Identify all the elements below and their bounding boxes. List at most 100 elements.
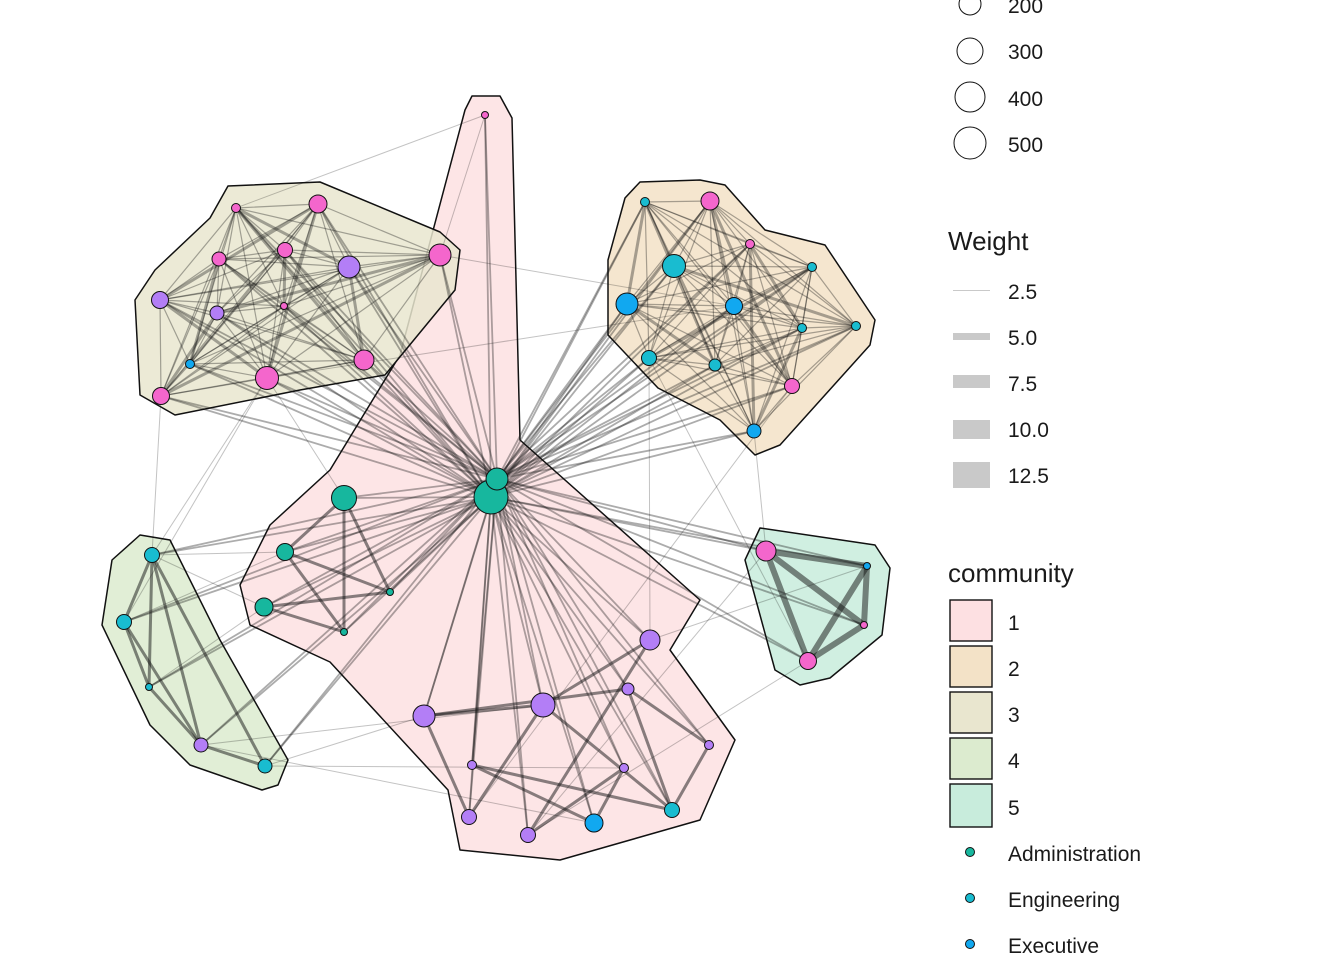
network-node-marketing xyxy=(621,682,635,696)
network-edge xyxy=(158,298,269,380)
network-edge xyxy=(748,242,756,433)
network-edge xyxy=(189,266,350,365)
network-edge xyxy=(151,377,268,556)
network-edge xyxy=(159,311,219,398)
network-edge xyxy=(160,305,285,397)
network-edge xyxy=(592,766,626,825)
network-edge xyxy=(216,312,498,480)
network-edge xyxy=(709,200,857,327)
network-edge xyxy=(189,312,218,365)
community-legend-key-2 xyxy=(949,645,993,688)
network-edge xyxy=(801,266,813,329)
network-edge xyxy=(284,249,365,361)
network-edge xyxy=(218,258,285,307)
network-edge xyxy=(626,303,857,327)
network-edge xyxy=(496,478,673,811)
network-edge xyxy=(218,258,492,498)
network-edge xyxy=(708,199,794,388)
network-edge xyxy=(673,200,711,267)
network-edge xyxy=(709,200,716,366)
network-edge xyxy=(160,266,350,397)
size-legend-label: 300 xyxy=(1008,41,1043,64)
network-edge xyxy=(283,550,346,634)
network-edge xyxy=(791,327,803,387)
network-edge xyxy=(263,496,492,608)
network-node-engineering xyxy=(116,614,132,630)
network-node-executive xyxy=(185,359,195,369)
network-edge xyxy=(673,243,751,267)
network-edge xyxy=(714,325,857,366)
community-legend-label: 4 xyxy=(1008,750,1020,773)
network-node-sales xyxy=(755,540,777,562)
community-legend-label: 1 xyxy=(1008,612,1020,635)
network-node-engineering xyxy=(641,350,657,366)
network-edge xyxy=(159,266,350,301)
network-edge xyxy=(266,305,735,379)
network-edge xyxy=(496,478,625,769)
network-edge xyxy=(235,207,285,307)
network-node-sales xyxy=(308,194,328,214)
network-edge xyxy=(218,258,268,379)
network-edge xyxy=(235,114,486,209)
network-edge xyxy=(284,496,492,553)
network-edge xyxy=(266,305,285,379)
network-edge xyxy=(159,299,365,361)
network-edge xyxy=(189,249,286,365)
network-edge xyxy=(317,203,365,361)
network-edge xyxy=(805,622,867,664)
weight-legend-label: 5.0 xyxy=(1008,327,1037,350)
network-edge xyxy=(218,203,319,260)
network-node-sales xyxy=(481,111,489,119)
network-edge xyxy=(151,496,492,556)
network-edge xyxy=(496,478,868,567)
department-legend-key-engineering xyxy=(965,893,975,903)
network-edge xyxy=(496,305,735,480)
weight-legend-key xyxy=(953,420,990,439)
network-edge xyxy=(160,258,220,397)
network-edge xyxy=(490,496,625,769)
network-edge xyxy=(749,243,793,387)
network-edge xyxy=(216,249,286,314)
network-edge xyxy=(151,551,286,556)
network-edge xyxy=(284,249,441,256)
network-edge xyxy=(422,687,630,718)
network-edge xyxy=(673,265,813,268)
network-edge xyxy=(496,478,809,662)
network-edge xyxy=(496,430,755,480)
network-edge xyxy=(189,207,237,365)
network-edge xyxy=(496,478,865,626)
network-edge xyxy=(490,305,735,498)
network-edge xyxy=(648,243,751,359)
network-node-sales xyxy=(860,621,868,629)
network-edge xyxy=(343,496,492,633)
network-edge xyxy=(490,496,529,836)
network-edge xyxy=(216,305,285,314)
network-edge xyxy=(189,363,492,498)
network-edge xyxy=(216,203,319,314)
network-edge xyxy=(423,496,492,717)
network-edge xyxy=(644,201,751,245)
network-edge xyxy=(490,243,751,498)
network-edge xyxy=(484,114,492,498)
network-node-sales xyxy=(428,243,452,267)
network-edge xyxy=(470,763,674,812)
network-edge xyxy=(439,254,735,307)
network-edge xyxy=(526,638,652,837)
network-edge xyxy=(122,620,151,689)
network-edge xyxy=(496,364,716,480)
network-edge xyxy=(264,496,492,767)
node-layer xyxy=(116,111,871,843)
network-edge xyxy=(626,687,674,812)
network-edge xyxy=(709,200,813,268)
network-node-administration xyxy=(485,467,509,491)
network-edge xyxy=(216,312,365,361)
weight-legend-key xyxy=(953,375,990,388)
network-edge xyxy=(490,385,793,498)
network-node-marketing xyxy=(193,737,209,753)
network-edge xyxy=(648,357,793,387)
network-node-marketing xyxy=(639,629,661,651)
network-edge xyxy=(496,325,857,480)
network-edge xyxy=(283,305,492,498)
community-hull-5 xyxy=(744,527,891,686)
network-edge xyxy=(159,299,191,365)
